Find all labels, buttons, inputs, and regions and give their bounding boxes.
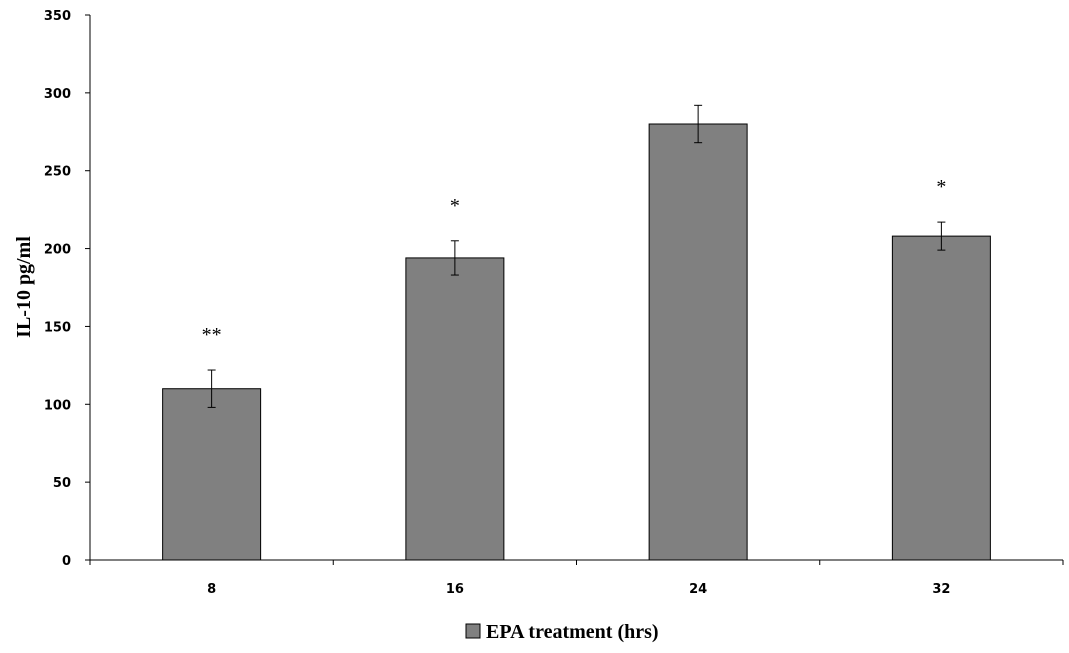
x-tick-label: 16 xyxy=(446,582,464,597)
y-tick-label: 250 xyxy=(44,165,71,180)
bar xyxy=(891,235,991,561)
legend-swatch xyxy=(465,623,481,639)
x-axis: 8 16 24 32 xyxy=(89,559,1064,597)
legend: EPA treatment (hrs) xyxy=(465,621,659,643)
bar xyxy=(648,123,748,561)
y-tick-label: 0 xyxy=(62,554,71,569)
y-tick-label: 50 xyxy=(53,476,71,491)
significance-annotation: * xyxy=(450,195,460,217)
y-axis-label: IL-10 pg/ml xyxy=(13,236,35,338)
bars-group: **** xyxy=(162,104,991,561)
y-axis: 0 50 100 150 200 250 300 350 xyxy=(44,9,91,569)
bar xyxy=(162,388,262,561)
significance-annotation: ** xyxy=(202,324,222,346)
x-tick-label: 32 xyxy=(932,582,950,597)
y-tick-label: 200 xyxy=(44,243,71,258)
x-tick-label: 8 xyxy=(207,582,216,597)
y-tick-label: 350 xyxy=(44,9,71,24)
x-tick-label: 24 xyxy=(689,582,707,597)
y-axis-label-group: IL-10 pg/ml xyxy=(13,236,35,338)
y-tick-label: 300 xyxy=(44,87,71,102)
y-tick-label: 100 xyxy=(44,398,71,413)
significance-annotation: * xyxy=(936,176,946,198)
bar xyxy=(405,257,505,561)
y-tick-label: 150 xyxy=(44,320,71,335)
legend-label: EPA treatment (hrs) xyxy=(486,621,659,643)
